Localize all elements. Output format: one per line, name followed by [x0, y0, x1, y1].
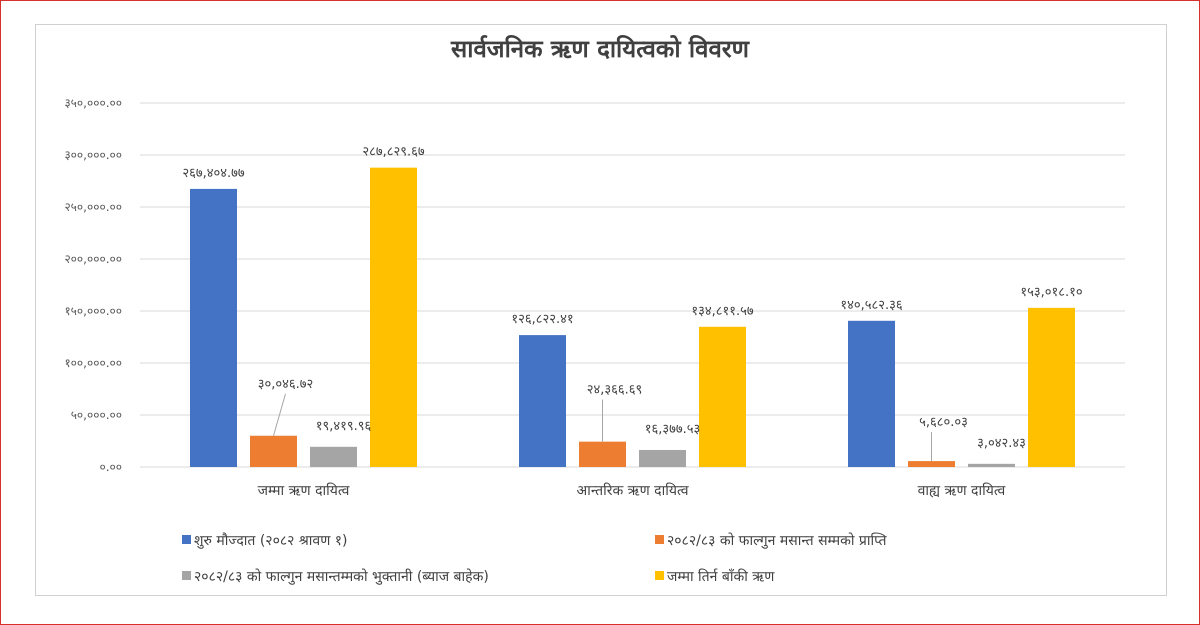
bar	[310, 446, 357, 467]
bar	[699, 326, 746, 467]
legend-label: २०८२/८३ को फाल्गुन मसान्तम्मको भुक्तानी …	[194, 568, 489, 585]
data-label: १२६,८२२.४१	[511, 312, 573, 327]
y-tick-label: ३००,०००.००	[64, 148, 122, 162]
legend-swatch	[182, 571, 191, 580]
y-tick-label: ३५०,०००.००	[64, 96, 122, 110]
bar	[519, 335, 566, 467]
bar	[968, 463, 1015, 467]
data-label: ३०,०४६.७२	[258, 377, 314, 392]
bar	[190, 188, 237, 467]
x-category-label: आन्तरिक ऋण दायित्व	[577, 482, 689, 499]
bar	[1028, 307, 1075, 467]
x-category-label: वाह्य ऋण दायित्व	[918, 482, 1006, 499]
y-tick-label: ०.००	[99, 460, 122, 474]
bar	[250, 435, 297, 467]
bar	[639, 449, 686, 467]
y-tick-label: २००,०००.००	[64, 252, 122, 266]
legend-swatch	[182, 535, 191, 544]
legend-label: शुरु मौज्दात (२०८२ श्रावण १)	[194, 532, 348, 549]
data-label: १३४,८११.५७	[691, 304, 754, 319]
bar	[848, 320, 895, 467]
data-label: २४,३६६.६९	[587, 383, 643, 398]
y-tick-label: ५०,०००.००	[71, 408, 122, 422]
x-category-label: जम्मा ऋण दायित्व	[258, 482, 350, 499]
data-label: १९,४१९.९६	[316, 419, 372, 434]
bar	[908, 461, 955, 467]
bar	[370, 167, 417, 467]
data-label: २८७,८२९.६७	[362, 145, 425, 160]
leader-line	[273, 393, 286, 436]
legend-label: २०८२/८३ को फाल्गुन मसान्त सम्मको प्राप्त…	[667, 532, 887, 549]
y-tick-label: २५०,०००.००	[64, 200, 122, 214]
data-label: ३,०४२.४३	[977, 436, 1026, 451]
chart-title: सार्वजनिक ऋण दायित्वको विवरण	[450, 35, 751, 63]
data-label: १६,३७७.५३	[645, 422, 701, 437]
bar	[579, 441, 626, 467]
legend-label: जम्मा तिर्न बाँकी ऋण	[667, 568, 775, 585]
data-label: १४०,५८२.३६	[840, 298, 903, 313]
y-tick-label: १५०,०००.००	[64, 304, 122, 318]
data-label: ५,६८०.०३	[919, 415, 968, 430]
legend-swatch	[655, 535, 664, 544]
legend-swatch	[655, 571, 664, 580]
data-label: २६७,४०४.७७	[182, 166, 245, 181]
data-label: १५३,०१८.१०	[1020, 285, 1082, 300]
y-tick-label: १००,०००.००	[64, 356, 122, 370]
